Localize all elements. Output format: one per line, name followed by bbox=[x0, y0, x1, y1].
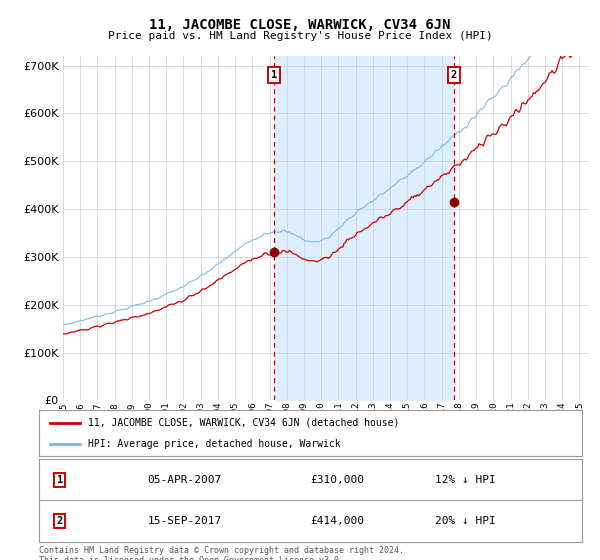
Text: Price paid vs. HM Land Registry's House Price Index (HPI): Price paid vs. HM Land Registry's House … bbox=[107, 31, 493, 41]
Text: HPI: Average price, detached house, Warwick: HPI: Average price, detached house, Warw… bbox=[88, 439, 340, 449]
Text: 2: 2 bbox=[56, 516, 63, 526]
Text: £310,000: £310,000 bbox=[311, 475, 365, 485]
Text: £414,000: £414,000 bbox=[311, 516, 365, 526]
Text: 11, JACOMBE CLOSE, WARWICK, CV34 6JN: 11, JACOMBE CLOSE, WARWICK, CV34 6JN bbox=[149, 18, 451, 32]
Text: 12% ↓ HPI: 12% ↓ HPI bbox=[436, 475, 496, 485]
Text: 11, JACOMBE CLOSE, WARWICK, CV34 6JN (detached house): 11, JACOMBE CLOSE, WARWICK, CV34 6JN (de… bbox=[88, 418, 399, 428]
Text: Contains HM Land Registry data © Crown copyright and database right 2024.
This d: Contains HM Land Registry data © Crown c… bbox=[39, 546, 404, 560]
Text: 1: 1 bbox=[271, 70, 277, 80]
Text: 05-APR-2007: 05-APR-2007 bbox=[148, 475, 222, 485]
Text: 15-SEP-2017: 15-SEP-2017 bbox=[148, 516, 222, 526]
Text: 1: 1 bbox=[56, 475, 63, 485]
Text: 20% ↓ HPI: 20% ↓ HPI bbox=[436, 516, 496, 526]
Text: 2: 2 bbox=[451, 70, 457, 80]
